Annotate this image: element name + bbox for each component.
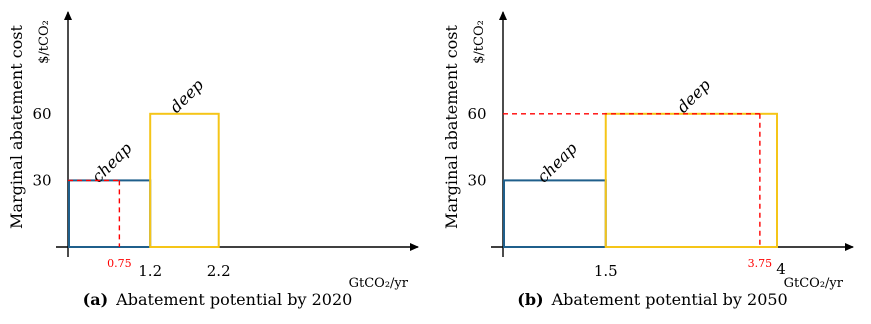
y-axis-unit-b: $/tCO₂ (472, 20, 487, 64)
y-axis-label-a: Marginal abatement cost (7, 24, 26, 228)
caption-tag-b: (b) (517, 290, 544, 309)
y-tick-label-b-1: 60 (467, 105, 486, 123)
chart-a: Marginal abatement cost $/tCO₂ 30 60 1.2 2.2 G… (7, 11, 419, 291)
caption-text-b: Abatement potential by 2050 (551, 290, 788, 309)
x-axis-unit-b: GtCO₂/yr (784, 276, 844, 291)
caption-b: (b) Abatement potential by 2050 (435, 290, 870, 309)
y-tick-label-a-1: 60 (32, 105, 51, 123)
caption-a: (a) Abatement potential by 2020 (0, 290, 435, 309)
bar-cheap-a (68, 179, 152, 248)
bar-label-deep-a: deep (166, 75, 207, 116)
x-tick-label-a-1: 2.2 (207, 262, 231, 280)
bar-label-deep-b: deep (673, 75, 714, 116)
bar-label-cheap-a: cheap (88, 139, 136, 187)
x-tick-label-a-0: 1.2 (138, 262, 162, 280)
y-tick-label-b-0: 30 (467, 171, 486, 189)
chart-b: Marginal abatement cost $/tCO₂ 30 60 1.5 4GtC… (442, 11, 854, 291)
bar-label-cheap-b: cheap (533, 139, 581, 187)
marker-label-b: 3.75 (748, 257, 773, 270)
bar-deep-a (149, 112, 220, 248)
y-axis-label-b: Marginal abatement cost (442, 24, 461, 228)
y-tick-label-a-0: 30 (32, 171, 51, 189)
caption-text-a: Abatement potential by 2020 (116, 290, 353, 309)
chart-panel-a: Marginal abatement cost $/tCO₂ 30 60 1.2 2.2 G… (0, 0, 435, 324)
bar-cheap-b (503, 179, 607, 248)
chart-panel-b: Marginal abatement cost $/tCO₂ 30 60 1.5 4 GtC… (435, 0, 870, 324)
bar-deep-b (604, 112, 778, 248)
x-tick-label-b-0: 1.5 (594, 262, 618, 280)
y-axis-unit-a: $/tCO₂ (37, 20, 52, 64)
x-tick-label-b-1: 4 (776, 260, 786, 278)
caption-tag-a: (a) (82, 290, 109, 309)
x-axis-unit-a: GtCO₂/yr (349, 276, 409, 291)
marker-label-a: 0.75 (107, 257, 132, 270)
